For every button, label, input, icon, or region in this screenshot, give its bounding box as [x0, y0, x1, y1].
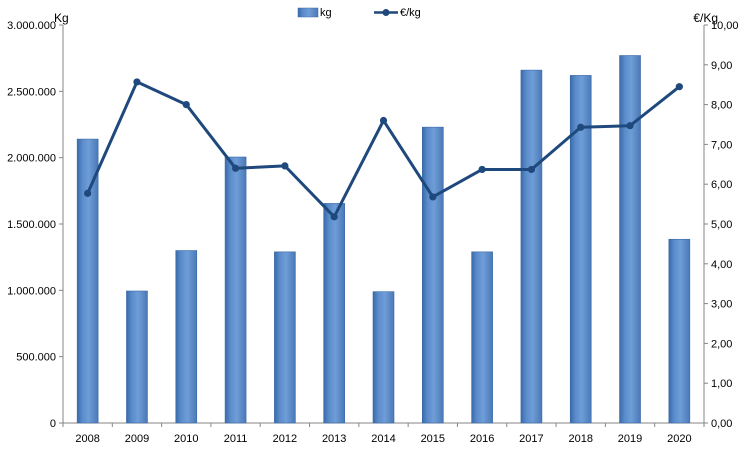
bar-2011 — [224, 156, 247, 424]
price-point-2017 — [527, 165, 536, 174]
x-tick-label: 2012 — [273, 433, 297, 445]
x-tick-label: 2015 — [421, 433, 445, 445]
right-axis-ticks: 0,00 1,00 2,00 3,00 4,00 5,00 6,00 7,00 8,00 9,00… — [704, 20, 739, 430]
right-tick-label: 8,00 — [711, 100, 732, 112]
bar-2013 — [323, 203, 345, 424]
price-point-2019 — [626, 122, 634, 130]
bar-2019 — [619, 55, 641, 424]
legend-label-kg: kg — [320, 7, 332, 19]
left-tick-label: 500.000 — [16, 352, 56, 364]
price-point-2016 — [478, 165, 486, 174]
right-axis-title: €/Kg — [693, 11, 718, 25]
left-axis-title: Kg — [54, 11, 69, 25]
price-point-2009 — [133, 78, 141, 86]
bar-2009 — [126, 290, 148, 424]
bar-2008 — [76, 138, 99, 424]
legend-label-eur-kg: €/kg — [400, 7, 421, 19]
right-tick-label: 7,00 — [711, 139, 732, 151]
x-tick-label: 2017 — [519, 433, 543, 445]
right-tick-label: 1,00 — [711, 378, 732, 390]
right-tick-label: 9,00 — [711, 60, 732, 72]
legend-line-marker — [382, 9, 390, 16]
right-tick-label: 4,00 — [711, 259, 732, 271]
line-series-eur-kg — [84, 78, 683, 221]
right-tick-label: 2,00 — [711, 338, 732, 350]
price-point-2011 — [231, 164, 240, 172]
bar-2015 — [422, 126, 444, 424]
left-tick-label: 1.000.000 — [7, 285, 56, 297]
x-tick-label: 2013 — [322, 433, 346, 445]
x-tick-label: 2019 — [618, 433, 642, 445]
legend: kg €/kg — [297, 7, 421, 19]
price-point-2008 — [84, 189, 92, 197]
right-tick-label: 5,00 — [711, 219, 732, 231]
x-tick-label: 2008 — [75, 433, 99, 445]
price-point-2015 — [429, 193, 437, 201]
x-tick-label: 2011 — [224, 433, 248, 445]
x-tick-label: 2018 — [568, 433, 592, 445]
price-point-2013 — [330, 213, 338, 221]
price-point-2020 — [675, 83, 683, 91]
bar-2016 — [471, 251, 493, 424]
price-point-2014 — [379, 116, 388, 125]
x-tick-label: 2016 — [470, 433, 494, 445]
left-tick-label: 2.500.000 — [7, 86, 56, 98]
bar-series-kg — [76, 55, 691, 424]
right-tick-label: 10,00 — [711, 20, 739, 32]
bar-2014 — [372, 291, 395, 424]
bar-2018 — [569, 75, 592, 424]
left-tick-label: 1.500.000 — [7, 219, 56, 231]
price-point-2010 — [182, 101, 190, 109]
legend-bar-swatch — [297, 7, 319, 18]
x-axis-ticks: 2008 2009 2010 2011 2012 2013 2014 2015 2016 2017… — [62, 423, 705, 445]
x-tick-label: 2014 — [371, 433, 395, 445]
left-tick-label: 3.000.000 — [7, 20, 56, 32]
price-point-2018 — [577, 123, 585, 131]
right-tick-label: 6,00 — [711, 179, 732, 191]
right-tick-label: 0,00 — [711, 418, 732, 430]
x-tick-label: 2020 — [667, 433, 691, 445]
bar-2020 — [668, 238, 691, 424]
bar-2010 — [175, 250, 198, 424]
left-tick-label: 0 — [50, 418, 56, 430]
left-tick-label: 2.000.000 — [7, 153, 56, 165]
right-tick-label: 3,00 — [711, 299, 732, 311]
x-tick-label: 2010 — [174, 433, 198, 445]
x-tick-label: 2009 — [125, 433, 149, 445]
price-point-2012 — [281, 162, 289, 170]
left-axis-ticks: 0 500.000 1.000.000 1.500.000 2.000.000 2.500… — [7, 20, 63, 430]
bar-2017 — [520, 69, 543, 424]
bar-2012 — [274, 251, 296, 424]
